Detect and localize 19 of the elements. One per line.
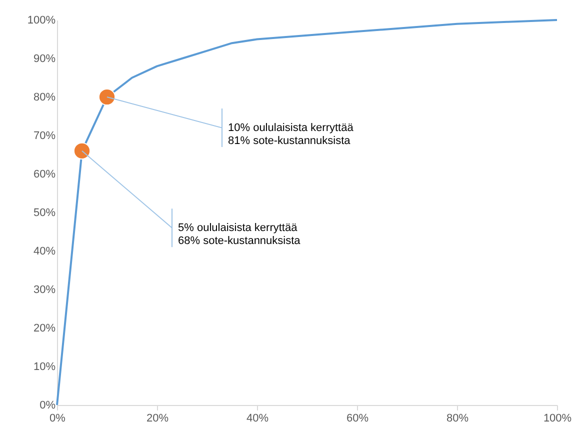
y-tick-label: 100% (27, 14, 56, 26)
y-tick-label: 10% (33, 361, 56, 373)
x-tick-label: 80% (446, 412, 469, 424)
y-tick-label: 80% (33, 92, 56, 104)
y-tick-label: 30% (33, 284, 56, 296)
y-tick-label: 20% (33, 322, 56, 334)
annotation: 5% oululaisista kerryttää 68% sote-kustannuksista (178, 222, 302, 247)
y-tick-label: 40% (33, 246, 56, 258)
y-tick-label: 0% (40, 400, 56, 412)
x-tick-label: 40% (246, 412, 269, 424)
y-tick-label: 60% (33, 168, 56, 180)
x-tick-label: 0% (50, 412, 66, 424)
x-tick-label: 100% (543, 412, 572, 424)
y-tick-label: 90% (33, 53, 56, 65)
y-tick-label: 50% (33, 207, 56, 219)
annotation: 10% oululaisista kerryttää 81% sote-kustannuksista (228, 122, 354, 147)
x-tick-label: 60% (346, 412, 369, 424)
x-tick-label: 20% (146, 412, 169, 424)
y-tick-label: 70% (33, 130, 56, 142)
